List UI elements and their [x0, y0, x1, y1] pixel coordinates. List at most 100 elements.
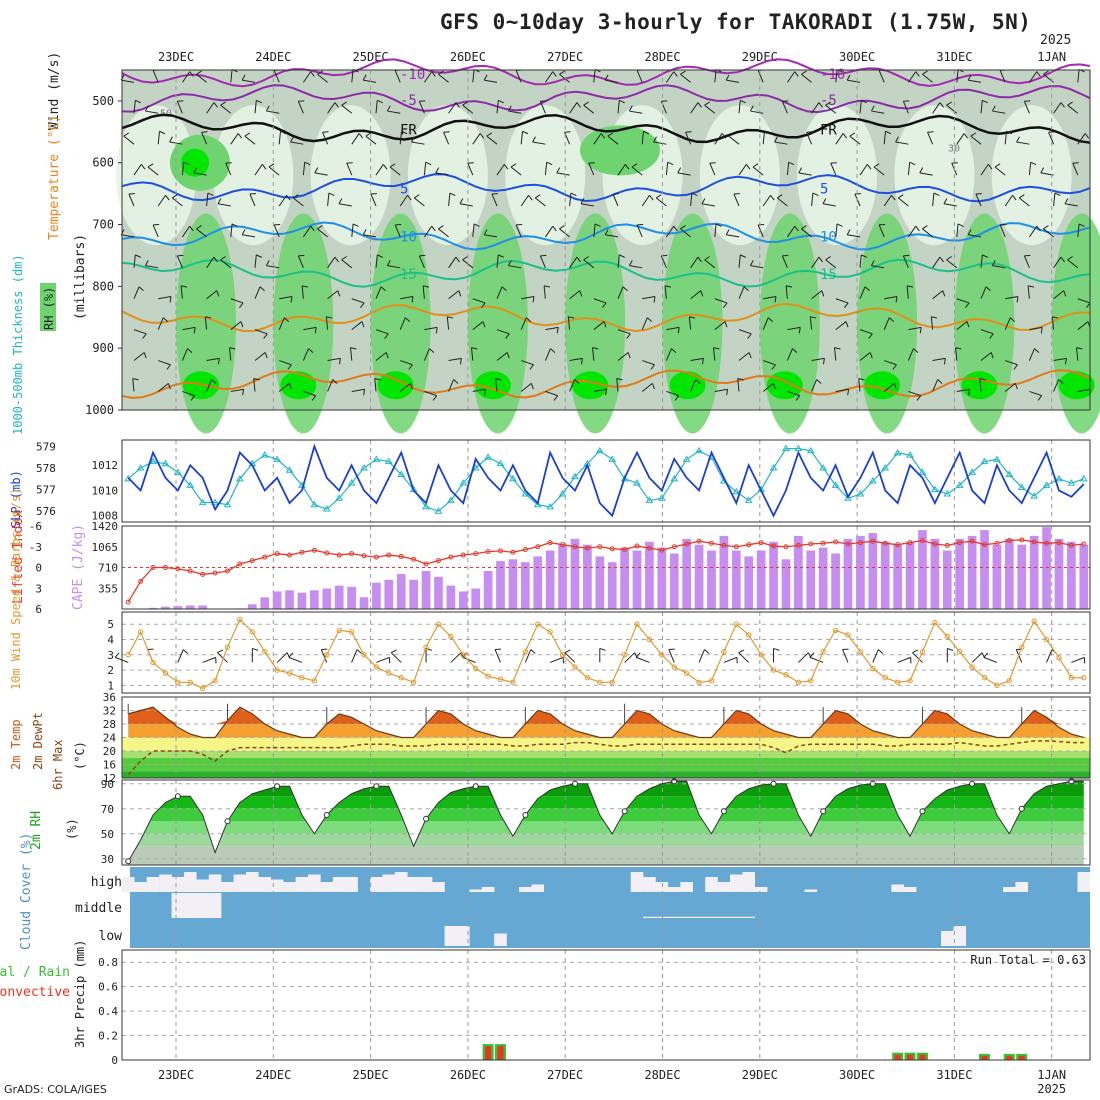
wind-speed-point: [199, 685, 206, 692]
wind-barb: [956, 388, 970, 392]
wind-barb: [123, 135, 135, 145]
cloud-bar-high: [754, 887, 768, 892]
wind-speed-point: [956, 649, 963, 655]
wind-barb: [636, 224, 643, 238]
wind-speed-point: [683, 670, 690, 676]
wind-speed-point: [262, 649, 268, 655]
thickness-point: [484, 453, 492, 460]
wind-barb: [762, 382, 774, 392]
wind-barb: [895, 296, 898, 303]
wind-barb: [1048, 132, 1055, 145]
lifted-index-point: [522, 547, 528, 553]
lifted-index-line: [127, 539, 1084, 603]
wind-barb: [568, 316, 575, 319]
wind-barb: [230, 223, 233, 237]
wind-barb: [714, 223, 717, 237]
wind-barb: [327, 357, 341, 362]
wind-barb: [503, 164, 509, 170]
cape-bar: [570, 538, 580, 609]
wind-barb: [259, 286, 265, 292]
lifted-index-point: [1006, 538, 1012, 544]
wind-barb: [491, 193, 498, 207]
wind-barb: [530, 383, 534, 390]
wind-speed-point: [125, 652, 131, 658]
wind-barb: [550, 348, 556, 353]
wind-barb: [266, 110, 280, 114]
wind-barb: [157, 317, 164, 330]
wind-barb: [1078, 223, 1085, 227]
wind-barb: [916, 395, 922, 401]
rh-frame: [121, 779, 1091, 866]
wind-barb: [1077, 298, 1091, 304]
wind-barb: [956, 321, 968, 331]
wind-barb: [169, 296, 172, 303]
wind-barb: [908, 390, 921, 397]
wind-barb: [1067, 259, 1079, 269]
wind-barb: [438, 225, 444, 230]
wind-barb: [835, 298, 849, 304]
cloud-bar-high: [283, 882, 296, 892]
cloud-bar-middle: [183, 893, 197, 918]
thickness-point: [434, 507, 443, 514]
wind-barb: [946, 101, 952, 106]
wind-barb: [906, 285, 914, 288]
wind-barb: [399, 131, 402, 145]
wind-barb: [785, 285, 788, 299]
wind-barb: [883, 194, 892, 207]
wind-barb: [1029, 390, 1042, 397]
wind-barb: [690, 256, 699, 269]
wind-barb: [801, 228, 812, 238]
wind-barb: [811, 357, 825, 362]
cloud-bar-high: [146, 877, 160, 892]
wind-barb: [798, 172, 812, 176]
temp-band: [122, 771, 1090, 778]
cape-bar: [483, 571, 493, 609]
wind-barb: [747, 333, 752, 339]
surface-wind-barb: [494, 649, 501, 663]
precip-background: [122, 950, 1090, 1060]
wind-barb: [230, 69, 233, 83]
cape-bar: [818, 547, 828, 609]
wind-barb: [592, 347, 599, 350]
wind-barb: [459, 358, 462, 365]
wind-barb: [423, 348, 430, 361]
cloud-bar-high: [270, 879, 284, 892]
wind-barb: [604, 74, 609, 81]
wind-barb: [991, 260, 996, 266]
wind-speed-point: [460, 652, 466, 658]
thickness-point: [806, 446, 815, 454]
wind-barb: [822, 203, 836, 207]
wind-barb: [963, 133, 969, 139]
wind-barb: [859, 100, 862, 114]
wind-barb: [515, 70, 522, 83]
wind-barb: [655, 194, 662, 199]
wind-barb: [745, 164, 751, 170]
wind-barb: [467, 162, 474, 176]
wind-barb: [811, 290, 823, 300]
cape-bar: [992, 544, 1002, 609]
surface-wind-barb: [288, 656, 303, 663]
wind-speed-point: [373, 664, 380, 670]
axis-label-precip: 3hr Precip (mm): [73, 940, 87, 1048]
wind-barb: [593, 69, 596, 83]
cape-bar: [893, 544, 902, 609]
cloud-bar-high: [419, 877, 433, 892]
wind-barb: [351, 69, 354, 83]
wind-barb: [278, 382, 290, 392]
cape-bar: [1067, 541, 1076, 609]
wind-barb: [1076, 347, 1083, 350]
wind-speed-point: [1031, 618, 1037, 624]
wind-barb: [690, 193, 693, 207]
wind-barb: [737, 378, 740, 392]
lifted-index-point: [696, 538, 702, 544]
wind-barb: [772, 383, 776, 390]
rh-point: [373, 783, 380, 790]
cloud-bar-high: [531, 884, 545, 892]
wind-barb: [435, 327, 438, 334]
lifted-index-point: [659, 547, 665, 553]
wind-barb: [859, 254, 862, 268]
lifted-index-point: [646, 545, 652, 551]
cape-bar: [806, 550, 816, 609]
wind-speed-point: [311, 678, 318, 684]
wind-barb: [1036, 71, 1041, 77]
